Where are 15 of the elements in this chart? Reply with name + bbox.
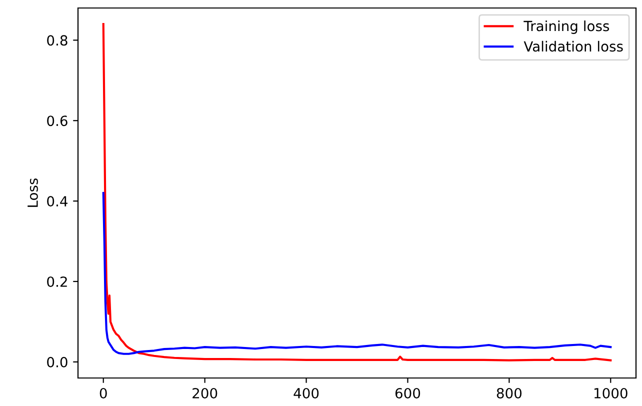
x-tick-label: 800 — [496, 388, 522, 398]
legend-label: Training loss — [524, 20, 610, 34]
y-tick-label: 0.4 — [47, 196, 68, 207]
y-tick-label: 0.2 — [47, 276, 67, 287]
y-tick-label: 0.0 — [47, 356, 68, 368]
legend-label: Validation loss — [524, 40, 623, 52]
x-tick-label: 600 — [395, 388, 420, 398]
x-tick-label: 400 — [294, 388, 319, 398]
line-series — [102, 192, 612, 355]
x-tick-label: 0 — [100, 388, 107, 398]
y-tick-label: 0.6 — [47, 116, 68, 126]
x-tick-label: 200 — [192, 388, 218, 398]
y-tick-label: 0.8 — [47, 35, 68, 46]
y-axis-title: Loss — [28, 178, 38, 207]
x-tick-label: 1000 — [594, 388, 628, 398]
